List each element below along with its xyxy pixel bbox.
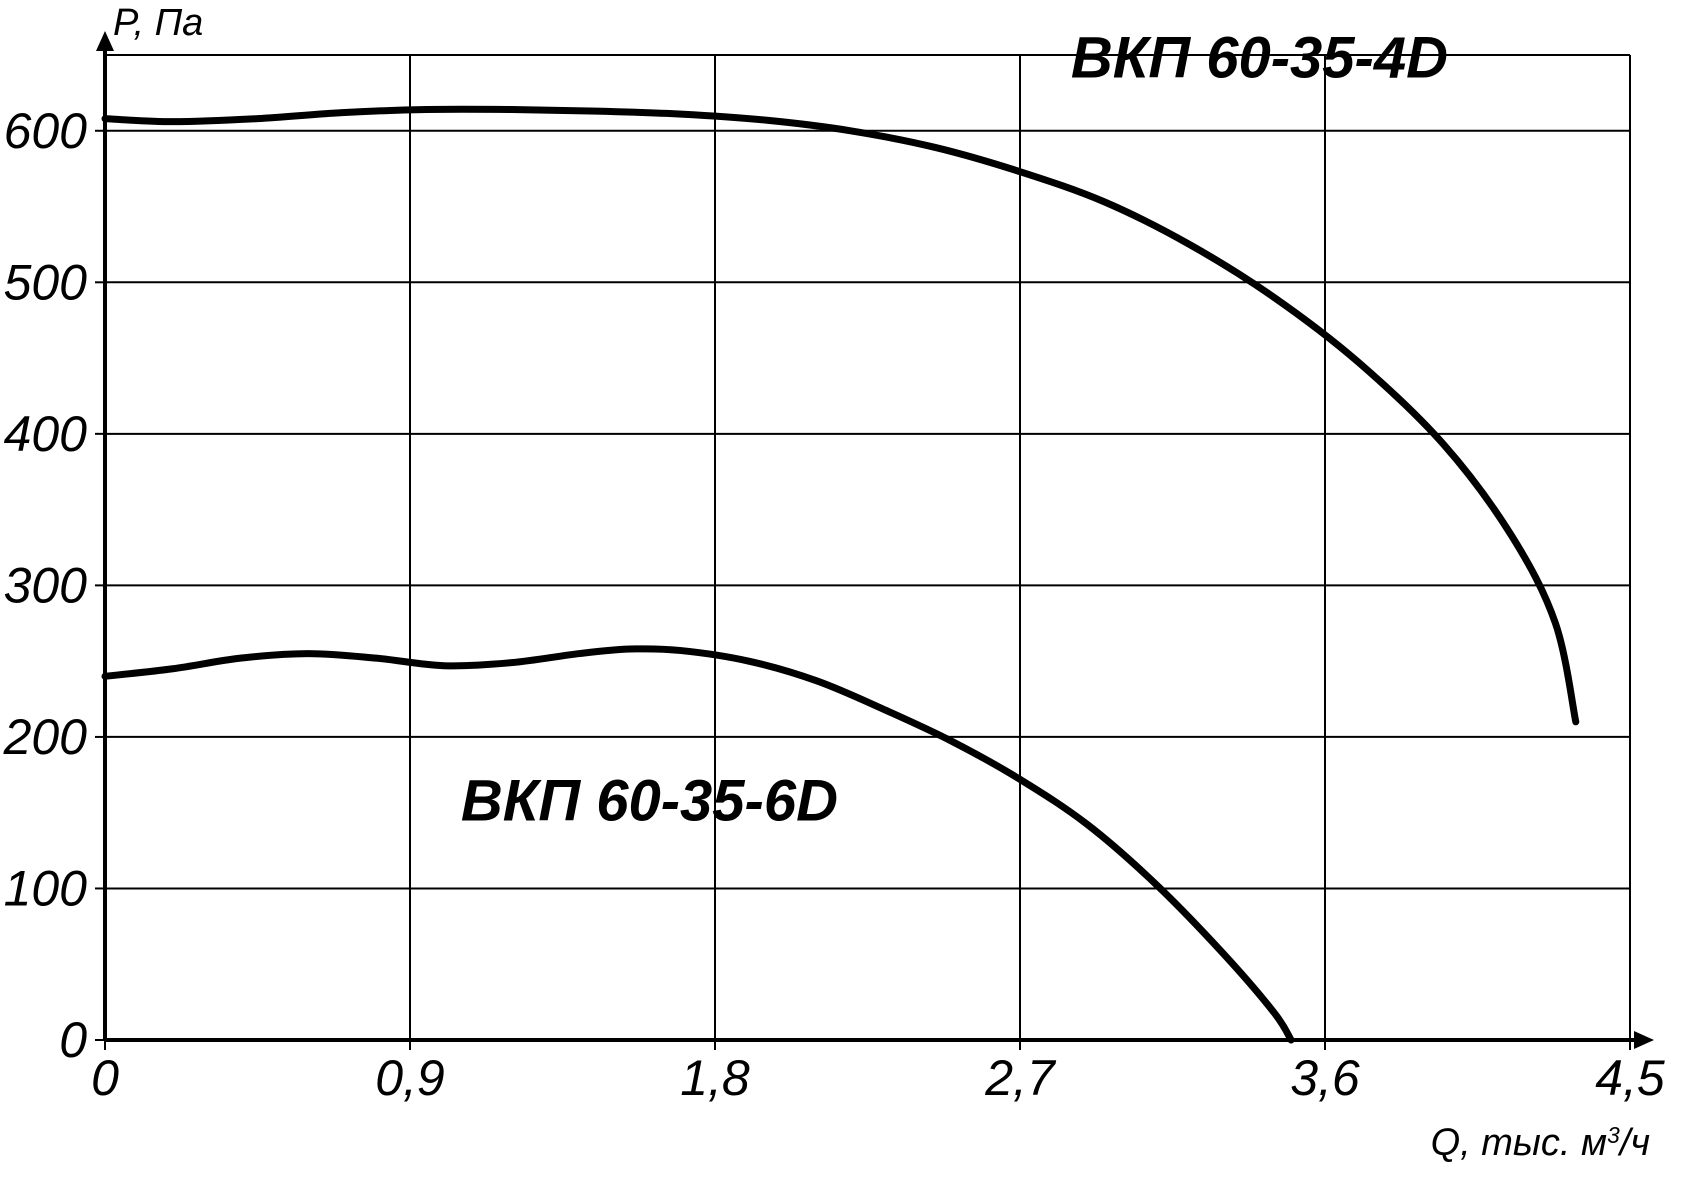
y-tick-label: 500 (4, 254, 88, 310)
x-tick-label: 2,7 (984, 1050, 1057, 1106)
series-label-1: ВКП 60-35-6D (461, 768, 838, 833)
x-tick-label: 0,9 (375, 1050, 445, 1106)
y-tick-label: 100 (4, 860, 88, 916)
x-tick-label: 3,6 (1290, 1050, 1360, 1106)
y-tick-label: 0 (59, 1012, 87, 1068)
y-tick-label: 600 (4, 103, 88, 159)
chart-background (0, 0, 1695, 1181)
x-tick-label: 0 (91, 1050, 119, 1106)
y-axis-title: P, Па (113, 2, 203, 44)
fan-performance-chart: 0 0,9 1,8 2,7 3,6 4,5 0 100 200 300 400 500 600 P, Па… (0, 0, 1695, 1181)
y-tick-label: 300 (4, 557, 88, 613)
y-tick-label: 400 (4, 406, 88, 462)
y-tick-label: 200 (3, 709, 88, 765)
x-tick-label: 1,8 (680, 1050, 750, 1106)
x-tick-label: 4,5 (1595, 1050, 1665, 1106)
series-label-0: ВКП 60-35-4D (1071, 26, 1448, 91)
